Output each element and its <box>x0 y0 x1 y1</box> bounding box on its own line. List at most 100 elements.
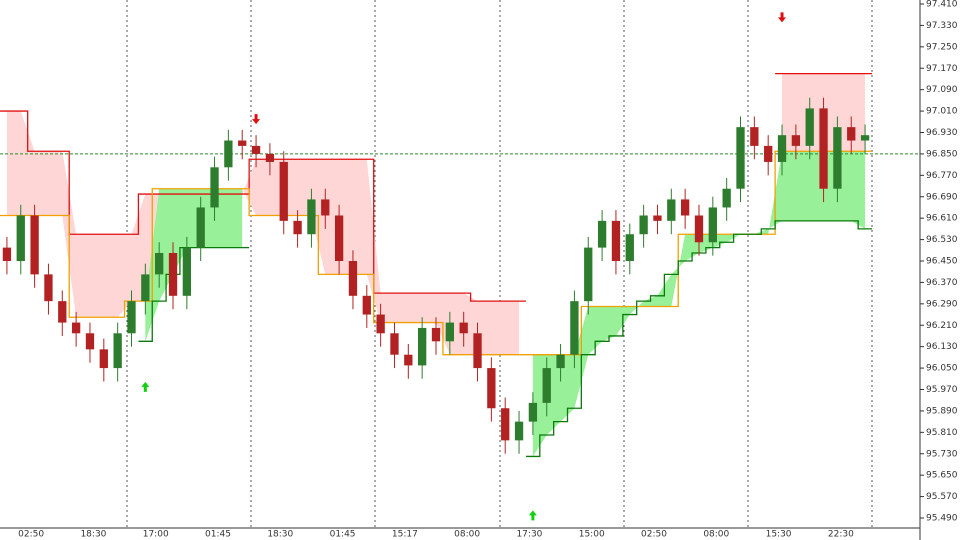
y-tick-label: 97.250 <box>926 42 958 52</box>
candle-body <box>750 127 759 146</box>
y-tick-label: 97.090 <box>926 85 958 95</box>
candle-body <box>528 402 538 422</box>
candle-body <box>418 327 427 366</box>
candle-body <box>390 333 399 355</box>
time-label: 17:30 <box>516 530 542 540</box>
candle-body <box>833 127 842 189</box>
candle-body <box>445 322 454 342</box>
y-tick-label: 95.970 <box>926 385 958 395</box>
candle-body <box>141 274 150 302</box>
candle-body <box>514 421 524 441</box>
candle-body <box>611 220 621 261</box>
y-tick-label: 96.530 <box>926 235 958 245</box>
candle-body <box>279 161 288 221</box>
candle-body <box>376 314 385 334</box>
y-tick-label: 95.890 <box>926 406 958 416</box>
candle-body <box>196 207 205 248</box>
y-tick-label: 96.370 <box>926 278 958 288</box>
candle-body <box>127 301 136 334</box>
candle-body <box>487 368 496 409</box>
candle-body <box>2 247 12 261</box>
candle-body <box>58 301 67 323</box>
y-tick-label: 96.210 <box>926 321 958 331</box>
candle-body <box>210 167 219 208</box>
candle-body <box>168 252 178 296</box>
candle-body <box>777 135 787 162</box>
sell-arrow <box>252 114 261 125</box>
candle-body <box>251 145 261 154</box>
candle-body <box>459 322 468 334</box>
y-tick-label: 95.730 <box>926 449 958 459</box>
candle-body <box>30 215 39 275</box>
candle-body <box>71 322 81 334</box>
candle-body <box>667 199 676 221</box>
indicator-line <box>138 220 872 458</box>
candle-body <box>805 108 814 146</box>
y-tick-label: 95.810 <box>926 428 958 438</box>
candle-body <box>708 207 717 243</box>
candle-body <box>501 408 510 441</box>
candle-body <box>639 215 648 235</box>
time-label: 22:30 <box>828 530 854 540</box>
candle-body <box>44 274 53 302</box>
candle-body <box>265 153 275 162</box>
candle-body <box>791 135 801 146</box>
candle-body <box>238 140 247 146</box>
candle-body <box>293 220 302 235</box>
y-tick-label: 96.690 <box>926 192 958 202</box>
buy-arrow <box>528 510 537 521</box>
candle-body <box>362 295 371 315</box>
y-tick-label: 95.490 <box>926 514 958 524</box>
candle-body <box>625 234 634 261</box>
candle-body <box>556 354 565 369</box>
candle-body <box>404 354 413 366</box>
candle-body <box>334 215 344 261</box>
sell-arrow <box>778 12 787 23</box>
y-tick-label: 96.450 <box>926 257 958 267</box>
cloud-fill <box>6 111 520 355</box>
candle-body <box>542 368 551 403</box>
y-tick-label: 96.610 <box>926 214 958 224</box>
y-tick-label: 96.050 <box>926 364 958 374</box>
candle-body <box>694 215 704 243</box>
time-label: 01:45 <box>205 530 231 540</box>
candle-body <box>321 199 330 216</box>
y-tick-label: 96.770 <box>926 171 958 181</box>
candle-body <box>182 247 192 296</box>
candle-body <box>680 199 690 216</box>
y-tick-label: 96.930 <box>926 128 958 138</box>
y-tick-label: 95.650 <box>926 471 958 481</box>
time-label: 18:30 <box>267 530 293 540</box>
y-tick-label: 97.170 <box>926 64 958 74</box>
candle-body <box>224 140 233 168</box>
candle-body <box>736 127 745 189</box>
candle-body <box>85 333 95 350</box>
time-label: 15:00 <box>579 530 605 540</box>
candle-body <box>847 127 856 141</box>
y-tick-label: 96.290 <box>926 299 958 309</box>
time-label: 15:17 <box>392 530 418 540</box>
time-label: 08:00 <box>454 530 480 540</box>
cloud-fill <box>145 188 243 342</box>
candle-body <box>597 220 607 248</box>
y-tick-label: 97.410 <box>926 0 958 10</box>
y-tick-label: 95.570 <box>926 492 958 502</box>
time-label: 02:50 <box>18 530 44 540</box>
candle-body <box>570 301 579 355</box>
candle-body <box>819 108 828 189</box>
candle-body <box>860 135 870 141</box>
y-tick-label: 96.850 <box>926 149 958 159</box>
time-label: 01:45 <box>330 530 356 540</box>
y-tick-label: 96.130 <box>926 342 958 352</box>
candle-body <box>348 261 358 296</box>
time-label: 18:30 <box>80 530 106 540</box>
candle-body <box>113 333 122 369</box>
candle-body <box>473 333 482 369</box>
y-tick-label: 97.330 <box>926 21 958 31</box>
time-label: 15:30 <box>766 530 792 540</box>
cloud-fill <box>532 151 866 457</box>
buy-arrow <box>141 381 150 392</box>
time-label: 02:50 <box>641 530 667 540</box>
candle-body <box>307 199 316 235</box>
